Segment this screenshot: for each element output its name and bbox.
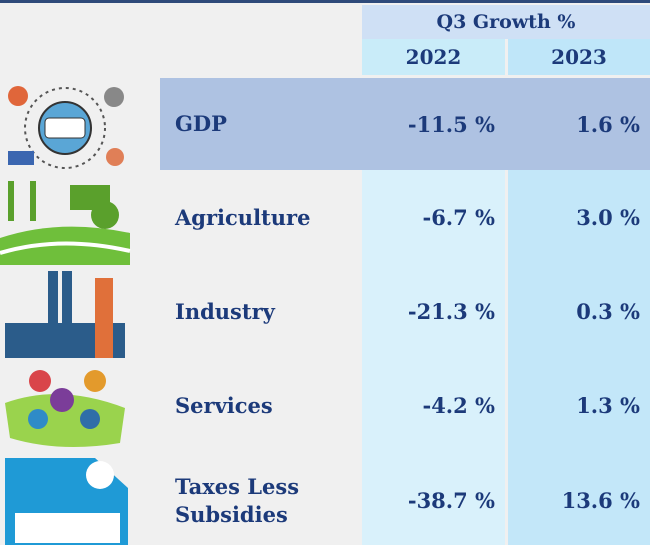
icons (0, 86, 131, 545)
agriculture-icon (0, 181, 131, 265)
cell-value: -38.7 % (407, 488, 495, 513)
column-bg (508, 170, 650, 545)
cell-value: 1.6 % (576, 111, 640, 137)
column-header: 2022 (362, 39, 505, 75)
row-label: Taxes Less Subsidies (175, 474, 300, 527)
cell-value: 0.3 % (576, 299, 640, 324)
tax-icon (5, 458, 128, 545)
cell-value: -4.2 % (422, 393, 495, 418)
industry-icon (5, 271, 125, 358)
gdp-icon (8, 86, 124, 169)
header: Q3 Growth % (362, 5, 650, 39)
cell-value: -11.5 % (407, 111, 495, 137)
cell-value: -21.3 % (407, 299, 495, 324)
cell-value: 1.3 % (576, 393, 640, 418)
cell-value: 3.0 % (576, 205, 640, 230)
column-bg (362, 170, 505, 545)
cell-value: -6.7 % (422, 205, 495, 230)
column-header: 2023 (508, 39, 650, 75)
row-label: Agriculture (175, 204, 311, 230)
cell-value: 13.6 % (561, 488, 640, 513)
row-label: Industry (175, 298, 275, 324)
services-icon (5, 370, 125, 447)
row-label: GDP (175, 111, 227, 137)
highlight-row (160, 78, 650, 170)
row-label: Services (175, 392, 273, 418)
